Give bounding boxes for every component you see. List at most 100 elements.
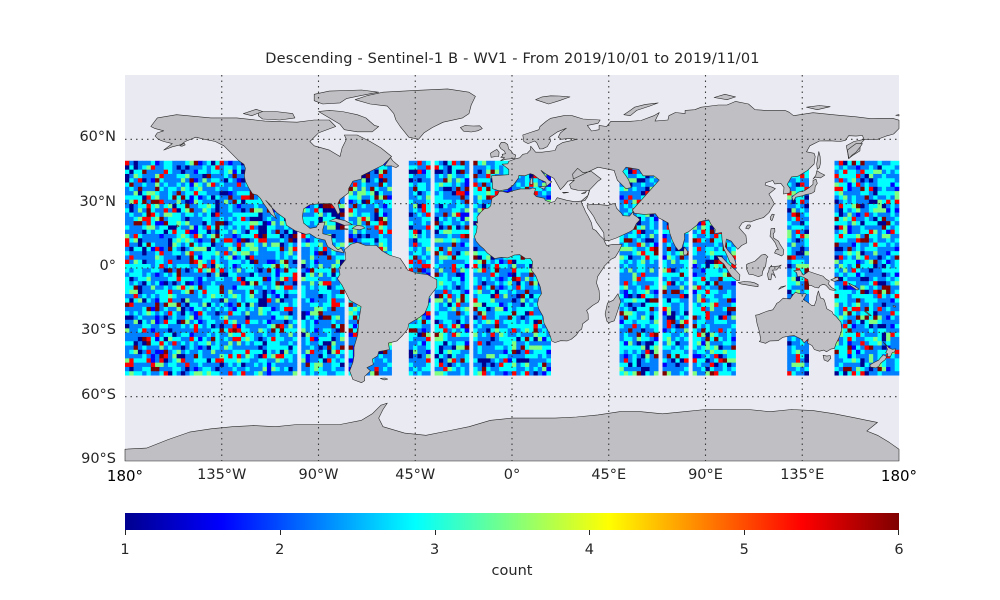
swath-cell — [292, 366, 298, 372]
swath-cell — [335, 259, 341, 265]
swath-cell — [202, 212, 207, 217]
swath-cell — [279, 366, 285, 372]
swath-cell — [245, 246, 250, 252]
swath-cell — [451, 186, 457, 192]
swath-cell — [193, 160, 199, 166]
swath-cell — [417, 246, 422, 252]
swath-cell — [512, 263, 517, 269]
swath-cell — [473, 370, 478, 376]
swath-cell — [507, 280, 513, 286]
swath-cell — [486, 280, 491, 286]
swath-cell — [168, 280, 173, 286]
swath-cell — [185, 302, 190, 307]
swath-cell — [314, 289, 319, 295]
swath-cell — [198, 302, 203, 307]
swath-cell — [137, 302, 143, 307]
swath-cell — [249, 203, 255, 209]
swath-cell — [520, 353, 526, 359]
swath-cell — [516, 268, 521, 273]
swath-cell — [223, 190, 229, 196]
swath-cell — [254, 280, 259, 286]
swath-cell — [413, 246, 418, 252]
swath-cell — [520, 289, 526, 295]
swath-cell — [133, 332, 139, 337]
swath-cell — [228, 366, 233, 372]
swath-cell — [180, 298, 186, 303]
swath-cell — [279, 220, 285, 226]
swath-cell — [284, 353, 289, 359]
swath-cell — [331, 280, 336, 286]
swath-cell — [301, 370, 306, 376]
swath-cell — [288, 293, 293, 299]
swath-cell — [537, 349, 543, 355]
swath-cell — [370, 199, 375, 204]
swath-cell — [125, 362, 130, 367]
swath-cell — [314, 353, 319, 359]
swath-cell — [172, 302, 177, 307]
swath-cell — [628, 263, 633, 269]
swath-cell — [176, 323, 182, 329]
swath-cell — [215, 306, 220, 312]
swath-cell — [512, 276, 517, 282]
swath-cell — [176, 216, 182, 222]
swath-cell — [460, 229, 465, 234]
swath-cell — [137, 225, 143, 230]
swath-cell — [335, 268, 341, 273]
swath-cell — [245, 242, 250, 247]
swath-cell — [421, 165, 427, 170]
swath-cell — [512, 302, 517, 307]
swath-cell — [365, 216, 371, 222]
swath-cell — [529, 272, 534, 277]
swath-cell — [185, 250, 190, 256]
swath-cell — [413, 358, 418, 363]
swath-cell — [219, 310, 225, 316]
swath-cell — [155, 182, 160, 187]
swath-cell — [417, 259, 422, 265]
swath-cell — [512, 298, 517, 303]
swath-cell — [232, 353, 238, 359]
swath-cell — [223, 272, 229, 277]
swath-cell — [301, 298, 306, 303]
swath-cell — [137, 285, 143, 290]
swath-cell — [172, 220, 177, 226]
swath-cell — [189, 186, 195, 192]
swath-cell — [632, 177, 637, 183]
swath-cell — [512, 340, 517, 346]
swath-cell — [383, 177, 388, 183]
swath-cell — [413, 263, 418, 269]
swath-cell — [365, 207, 371, 213]
swath-cell — [464, 285, 470, 290]
swath-cell — [215, 169, 220, 174]
swath-cell — [464, 268, 470, 273]
swath-cell — [155, 212, 160, 217]
swath-cell — [331, 366, 336, 372]
swath-cell — [352, 328, 358, 333]
swath-cell — [189, 268, 195, 273]
swath-cell — [202, 328, 207, 333]
swath-cell — [150, 349, 156, 355]
swath-cell — [331, 306, 336, 312]
swath-cell — [215, 250, 220, 256]
swath-cell — [193, 225, 199, 230]
swath-cell — [387, 177, 392, 183]
swath-cell — [641, 366, 646, 372]
swath-cell — [322, 302, 328, 307]
swath-cell — [460, 366, 465, 372]
swath-cell — [211, 328, 216, 333]
swath-cell — [490, 280, 496, 286]
swath-cell — [245, 293, 250, 299]
swath-cell — [215, 216, 220, 222]
swath-cell — [258, 268, 263, 273]
swath-cell — [150, 298, 156, 303]
swath-cell — [168, 160, 173, 166]
swath-cell — [335, 225, 341, 230]
swath-cell — [438, 182, 444, 187]
swath-cell — [520, 336, 526, 342]
swath-cell — [512, 349, 517, 355]
swath-cell — [279, 358, 285, 363]
swath-cell — [249, 310, 255, 316]
swath-cell — [309, 310, 315, 316]
swath-cell — [241, 229, 246, 234]
swath-cell — [309, 315, 315, 320]
swath-cell — [529, 280, 534, 286]
